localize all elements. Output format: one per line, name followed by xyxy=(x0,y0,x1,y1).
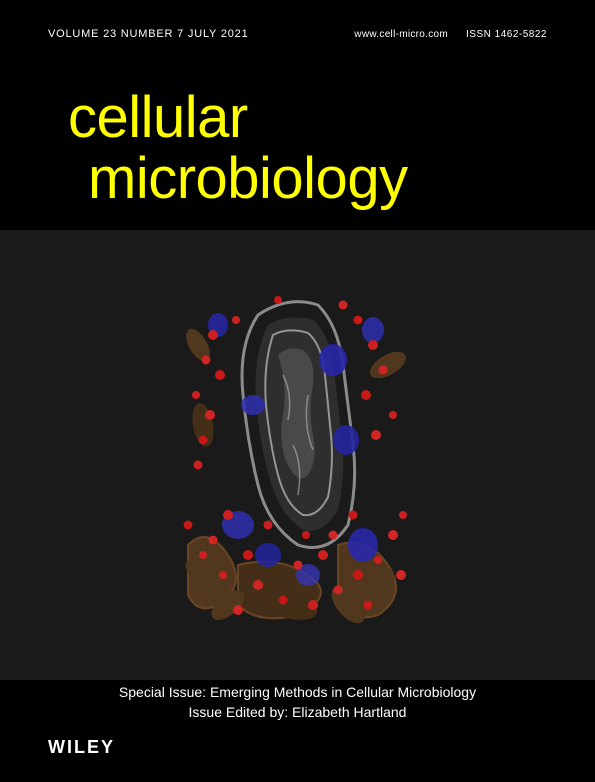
issn-number: ISSN 1462-5822 xyxy=(466,29,547,40)
right-info: www.cell-micro.com ISSN 1462-5822 xyxy=(354,29,547,40)
cover-image-area xyxy=(0,230,595,680)
issue-editor-text: Issue Edited by: Elizabeth Hartland xyxy=(0,704,595,720)
journal-title: cellular microbiology xyxy=(48,88,547,210)
publisher-logo: WILEY xyxy=(48,737,115,758)
volume-info: VOLUME 23 NUMBER 7 JULY 2021 xyxy=(48,28,249,40)
microscopy-image xyxy=(158,265,438,645)
header-band: VOLUME 23 NUMBER 7 JULY 2021 www.cell-mi… xyxy=(0,0,595,230)
top-info-row: VOLUME 23 NUMBER 7 JULY 2021 www.cell-mi… xyxy=(48,28,547,40)
bottom-text-section: Special Issue: Emerging Methods in Cellu… xyxy=(0,684,595,720)
website-url: www.cell-micro.com xyxy=(354,29,448,40)
title-line1: cellular xyxy=(68,88,547,149)
special-issue-text: Special Issue: Emerging Methods in Cellu… xyxy=(0,684,595,700)
title-line2: microbiology xyxy=(88,149,547,210)
